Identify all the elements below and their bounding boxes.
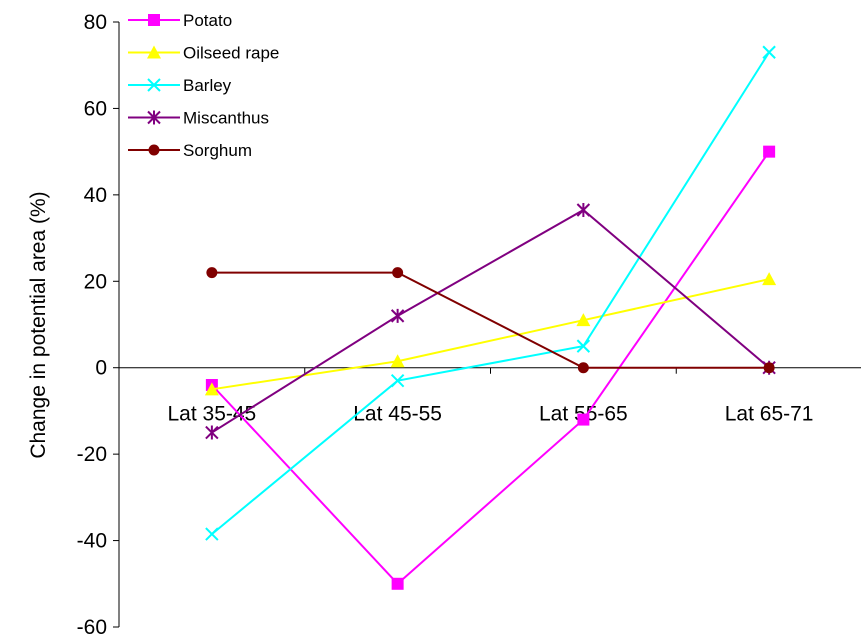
series-sorghum xyxy=(206,267,775,374)
data-point-potato xyxy=(763,145,776,158)
data-point-oilseed-rape xyxy=(762,272,777,286)
data-point-potato xyxy=(391,577,404,590)
x-tick-label: Lat 45-55 xyxy=(353,403,442,426)
series-line-sorghum xyxy=(211,271,770,369)
legend-marker-barley xyxy=(147,78,161,92)
data-point-miscanthus xyxy=(576,202,591,217)
data-point-miscanthus xyxy=(205,425,219,440)
legend-label-potato: Potato xyxy=(183,11,232,30)
legend-item-miscanthus: Miscanthus xyxy=(128,109,269,128)
y-tick-label: -40 xyxy=(77,530,107,553)
legend-item-potato: Potato xyxy=(128,11,232,30)
legend-marker-miscanthus xyxy=(147,110,161,125)
series-line-barley xyxy=(211,51,770,535)
data-point-potato xyxy=(577,413,590,426)
data-point-sorghum xyxy=(763,362,775,374)
legend-marker-oilseed-rape xyxy=(147,45,161,59)
y-tick-label: -60 xyxy=(77,616,107,639)
data-point-oilseed-rape xyxy=(576,313,591,327)
data-point-sorghum xyxy=(206,267,218,279)
legend: Potato Oilseed rape Barley Miscanthus Sorghu… xyxy=(128,11,279,160)
legend-marker-potato xyxy=(148,14,160,26)
data-point-miscanthus xyxy=(390,308,405,323)
series-oilseed-rape xyxy=(204,272,777,396)
y-tick-label: 20 xyxy=(84,270,107,293)
y-tick-label: 60 xyxy=(84,97,107,120)
series-layer xyxy=(204,45,777,590)
legend-label-barley: Barley xyxy=(183,76,232,95)
x-tick-label: Lat 35-45 xyxy=(168,403,257,426)
legend-label-oilseed-rape: Oilseed rape xyxy=(183,44,279,63)
legend-item-barley: Barley xyxy=(128,76,232,95)
data-point-barley xyxy=(576,339,591,353)
data-point-barley xyxy=(390,373,405,388)
data-point-barley xyxy=(762,45,776,59)
x-tick-label: Lat 65-71 xyxy=(725,403,814,426)
y-tick-label: -20 xyxy=(77,443,107,466)
y-tick-label: 80 xyxy=(84,11,107,34)
axes: -60 -40 -20 0 20 40 60 80 Lat 35-45 Lat 45-55 Lat … xyxy=(77,11,861,639)
data-point-sorghum xyxy=(577,362,589,374)
data-point-sorghum xyxy=(392,267,404,279)
legend-item-oilseed-rape: Oilseed rape xyxy=(128,44,279,63)
y-tick-label: 0 xyxy=(95,357,107,380)
y-axis-title: Change in potential area (%) xyxy=(27,191,50,458)
data-point-barley xyxy=(205,527,219,541)
legend-label-sorghum: Sorghum xyxy=(183,141,252,160)
y-tick-label: 40 xyxy=(84,184,107,207)
data-point-oilseed-rape xyxy=(204,382,219,396)
legend-item-sorghum: Sorghum xyxy=(128,141,252,160)
legend-label-miscanthus: Miscanthus xyxy=(183,109,269,128)
series-line-potato xyxy=(211,151,770,586)
series-line-miscanthus xyxy=(211,208,770,434)
data-point-oilseed-rape xyxy=(390,354,405,368)
legend-marker-sorghum xyxy=(148,144,160,156)
series-barley xyxy=(205,45,776,541)
